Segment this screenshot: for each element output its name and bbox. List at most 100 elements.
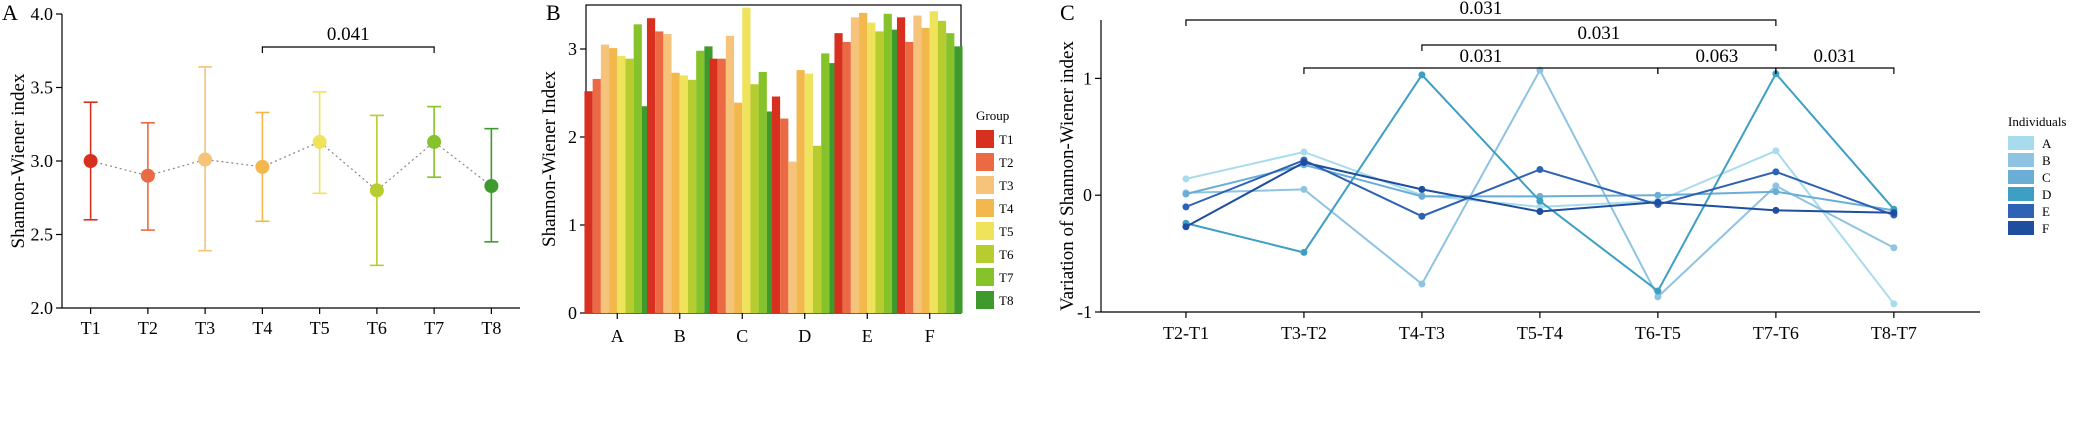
series-point — [1418, 185, 1426, 193]
bar — [646, 18, 656, 313]
bar — [946, 33, 955, 313]
legend-label: D — [2042, 187, 2051, 202]
mean-point — [198, 152, 213, 167]
mean-point — [83, 154, 98, 168]
y-tick-label: 3 — [568, 39, 577, 59]
significance-bracket — [261, 46, 435, 53]
bar — [687, 79, 697, 313]
bar — [954, 46, 963, 314]
y-axis-label: Shannon-Wiener Index — [539, 71, 560, 247]
legend-swatch — [2008, 170, 2034, 184]
series-point — [1654, 198, 1662, 206]
series-point — [1772, 182, 1780, 190]
bar — [867, 22, 876, 313]
mean-point — [312, 134, 327, 149]
significance-label: 0.041 — [327, 24, 370, 45]
bar — [829, 63, 838, 313]
legend-title: Group — [976, 108, 1009, 123]
legend-swatch — [976, 268, 994, 286]
bar — [883, 13, 892, 314]
bar — [921, 27, 930, 313]
series-point — [1772, 206, 1780, 214]
x-tick-label: F — [925, 326, 935, 346]
bar — [641, 106, 651, 313]
legend-label: E — [2042, 204, 2050, 219]
bar — [679, 75, 688, 314]
y-tick-label: 1 — [1083, 68, 1092, 88]
bar — [717, 58, 726, 314]
bar — [584, 91, 593, 314]
significance-label: 0.031 — [1460, 0, 1503, 19]
legend-swatch — [976, 245, 994, 263]
x-tick-label: T4 — [252, 318, 272, 338]
bar — [859, 12, 868, 313]
bar — [850, 17, 860, 313]
legend-label: F — [2042, 221, 2049, 236]
mean-point — [255, 159, 270, 174]
bar — [663, 34, 672, 313]
x-tick-label: T4-T3 — [1399, 323, 1445, 343]
y-tick-label: 2 — [568, 127, 577, 147]
bar — [804, 73, 813, 313]
x-tick-label: T3 — [195, 318, 215, 338]
mean-point — [369, 183, 384, 198]
mean-point — [427, 134, 442, 149]
legend-swatch — [976, 130, 994, 148]
bar — [750, 84, 759, 313]
series-point — [1300, 148, 1308, 156]
x-tick-label: T6 — [367, 318, 387, 338]
x-tick-label: T8-T7 — [1871, 323, 1917, 343]
legend-swatch — [976, 222, 994, 240]
series-line — [1185, 68, 1895, 299]
bar — [766, 111, 776, 313]
series-point — [1890, 209, 1898, 217]
series-point — [1300, 248, 1308, 256]
series-point — [1654, 287, 1662, 295]
significance-bracket — [1185, 19, 1777, 26]
bar — [609, 48, 618, 314]
bar — [625, 58, 634, 314]
legend-swatch — [2008, 187, 2034, 201]
series-point — [1182, 175, 1190, 183]
series-point — [1772, 147, 1780, 155]
x-tick-label: T2 — [138, 318, 158, 338]
y-axis-label: Shannon-Wiener index — [8, 73, 29, 248]
bar — [913, 15, 922, 314]
mean-point — [140, 168, 155, 183]
series-line — [1185, 149, 1895, 305]
legend-title: Individuals — [2008, 114, 2067, 129]
legend-label: A — [2042, 136, 2052, 151]
series-point — [1536, 208, 1544, 216]
legend-swatch — [976, 199, 994, 217]
significance-bracket — [1775, 67, 1895, 74]
x-tick-label: T1 — [81, 318, 101, 338]
legend-label: C — [2042, 170, 2051, 185]
bar — [929, 11, 938, 313]
y-tick-label: 0 — [568, 303, 577, 323]
x-tick-label: T8 — [481, 318, 501, 338]
series-point — [1890, 300, 1898, 308]
legend-label: T1 — [999, 132, 1013, 147]
significance-bracket — [1657, 67, 1777, 74]
legend-label: T6 — [999, 247, 1014, 262]
x-tick-label: T5 — [310, 318, 330, 338]
x-tick-label: B — [674, 326, 686, 346]
legend-swatch — [2008, 153, 2034, 167]
series-point — [1418, 71, 1426, 79]
series-point — [1536, 197, 1544, 205]
bar — [758, 71, 767, 313]
y-tick-label: 2.0 — [31, 298, 54, 318]
series-point — [1890, 244, 1898, 252]
y-tick-label: 2.5 — [31, 225, 54, 245]
y-tick-label: -1 — [1077, 302, 1092, 322]
series-point — [1418, 192, 1426, 200]
x-tick-label: T7 — [424, 318, 444, 338]
series-point — [1654, 191, 1662, 199]
bar — [704, 46, 713, 314]
panel-letter-a: A — [2, 0, 18, 25]
x-tick-label: T7-T6 — [1753, 323, 1799, 343]
panel-b: B 0 1 2 3 A B C D E F Shannon-Wiener Index Group T1 T2… — [539, 0, 1014, 346]
y-axis-label: Variation of Shannon-Wiener index — [1057, 41, 1078, 311]
bar — [842, 41, 851, 314]
significance-bracket — [1421, 44, 1777, 51]
